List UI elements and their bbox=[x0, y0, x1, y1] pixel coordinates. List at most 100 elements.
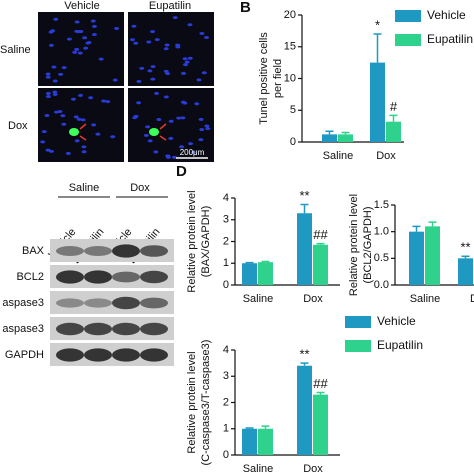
nucleus bbox=[187, 56, 193, 60]
nucleus bbox=[72, 50, 78, 54]
band bbox=[56, 298, 84, 308]
legend-label: Vehicle bbox=[427, 8, 466, 22]
nucleus bbox=[204, 124, 210, 128]
nucleus bbox=[165, 72, 171, 76]
y-tick-label: 20 bbox=[284, 9, 296, 21]
nucleus bbox=[114, 26, 120, 30]
row-label: BCL2 bbox=[16, 271, 44, 283]
band bbox=[56, 322, 84, 336]
nucleus bbox=[187, 23, 193, 27]
nucleus bbox=[45, 95, 51, 99]
bar bbox=[258, 428, 273, 455]
bar bbox=[409, 231, 424, 285]
nucleus bbox=[61, 122, 67, 126]
row-label: BAX bbox=[22, 245, 45, 257]
nucleus bbox=[81, 145, 87, 149]
bar bbox=[242, 263, 257, 285]
nucleus bbox=[165, 155, 171, 159]
bar bbox=[425, 226, 440, 285]
error-bar bbox=[261, 425, 270, 429]
band bbox=[84, 348, 112, 362]
nucleus bbox=[188, 142, 194, 146]
error-bar bbox=[428, 221, 437, 227]
nucleus bbox=[181, 71, 187, 75]
blot-strip bbox=[50, 317, 174, 340]
x-tick-label: Saline bbox=[410, 293, 441, 305]
micrograph bbox=[38, 88, 124, 162]
legend-swatch bbox=[395, 10, 421, 22]
nucleus bbox=[51, 65, 57, 69]
significance-mark: ** bbox=[460, 240, 470, 255]
y-tick-label: 3 bbox=[223, 214, 229, 226]
significance-mark: ** bbox=[299, 347, 309, 362]
nucleus bbox=[176, 116, 182, 120]
y-tick-label: 2 bbox=[223, 396, 229, 408]
nucleus bbox=[73, 115, 79, 119]
western-blot: SalineDoxVehicleEupatilinVehicleEupatili… bbox=[2, 182, 174, 366]
y-axis-label: (BAX/GAPDH) bbox=[200, 206, 212, 278]
bar bbox=[370, 62, 385, 142]
band bbox=[140, 297, 168, 309]
y-tick-label: 2 bbox=[223, 235, 229, 247]
nucleus bbox=[172, 155, 178, 159]
y-axis-label: per field bbox=[272, 59, 284, 98]
nucleus bbox=[90, 19, 96, 23]
panel-label: D bbox=[176, 163, 187, 180]
band bbox=[140, 322, 168, 336]
band bbox=[112, 348, 140, 362]
nucleus bbox=[78, 93, 84, 97]
nucleus bbox=[76, 30, 82, 34]
nucleus bbox=[44, 113, 50, 117]
bar bbox=[313, 394, 328, 455]
y-tick-label: 0.0 bbox=[374, 279, 389, 291]
nucleus bbox=[110, 135, 116, 139]
nucleus bbox=[91, 24, 97, 28]
nucleus bbox=[70, 97, 76, 101]
band bbox=[112, 271, 140, 283]
nucleus bbox=[145, 125, 151, 129]
nucleus bbox=[184, 60, 190, 64]
nucleus bbox=[77, 51, 83, 55]
legend-swatch bbox=[395, 34, 421, 46]
x-tick-label: Dox bbox=[303, 293, 323, 305]
nucleus bbox=[179, 145, 185, 149]
nucleus bbox=[130, 38, 136, 42]
nucleus bbox=[182, 101, 188, 105]
band bbox=[56, 270, 84, 284]
bar bbox=[258, 262, 273, 285]
band bbox=[140, 348, 168, 362]
blot-strip bbox=[50, 239, 174, 262]
nucleus bbox=[60, 114, 66, 118]
nucleus bbox=[156, 118, 162, 122]
bar bbox=[242, 428, 257, 455]
nucleus bbox=[66, 37, 72, 41]
blot-strip bbox=[50, 343, 174, 366]
y-tick-label: 0 bbox=[223, 449, 229, 461]
nucleus bbox=[45, 91, 51, 95]
nucleus bbox=[95, 132, 101, 136]
error-bar bbox=[316, 242, 325, 245]
nucleus bbox=[136, 79, 142, 83]
arrow bbox=[79, 123, 87, 130]
error-bar bbox=[412, 225, 421, 232]
band bbox=[112, 322, 140, 336]
nucleus bbox=[98, 57, 104, 61]
bar bbox=[313, 244, 328, 285]
nucleus bbox=[198, 138, 204, 142]
nucleus bbox=[154, 38, 160, 42]
nucleus bbox=[164, 43, 170, 47]
bar bbox=[458, 258, 473, 285]
y-tick-label: 4 bbox=[223, 192, 229, 204]
nucleus bbox=[45, 75, 51, 79]
nucleus bbox=[136, 101, 142, 105]
legend-label: Vehicle bbox=[377, 314, 416, 328]
nucleus bbox=[180, 116, 186, 120]
x-tick-label: Dox bbox=[303, 463, 323, 474]
bar bbox=[297, 365, 312, 455]
x-tick-label: Saline bbox=[243, 293, 274, 305]
panel-label: B bbox=[240, 0, 251, 16]
significance-mark: # bbox=[390, 99, 398, 114]
row-label: aspase3 bbox=[2, 297, 44, 309]
significance-mark: ** bbox=[299, 188, 309, 203]
